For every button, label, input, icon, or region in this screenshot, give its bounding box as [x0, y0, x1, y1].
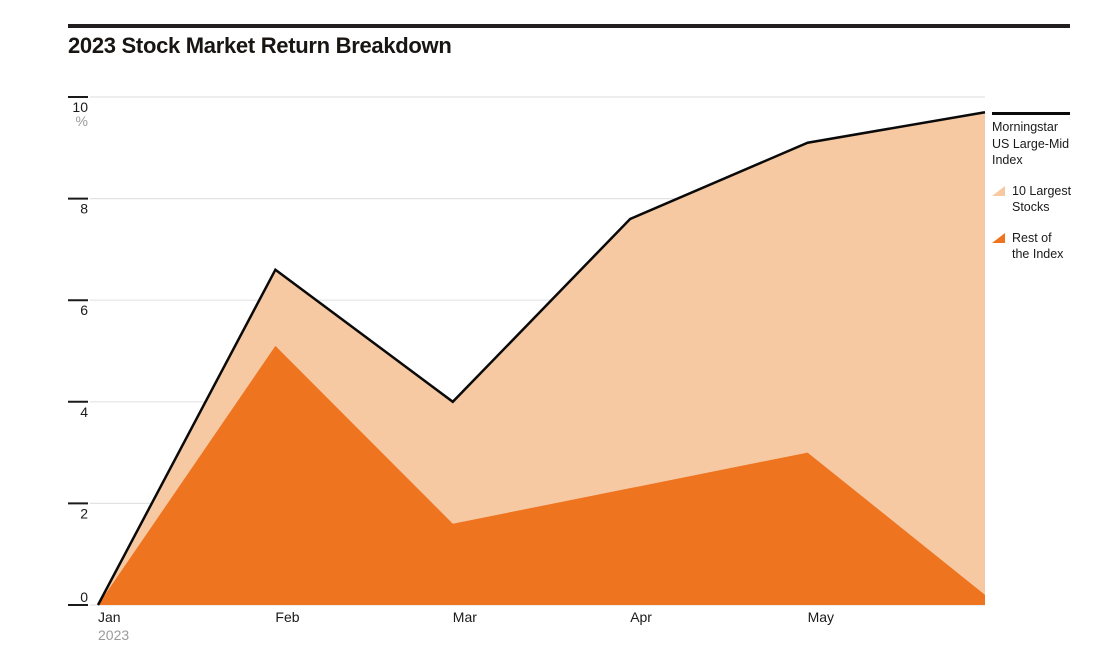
y-tick-label: 0: [80, 589, 88, 605]
legend-label-line: the Index: [1012, 247, 1064, 261]
legend-label-line: Stocks: [1012, 200, 1050, 214]
y-tick-label: 6: [80, 302, 88, 318]
x-tick-label: Feb: [275, 609, 299, 625]
x-axis-year-label: 2023: [98, 627, 129, 643]
legend-label-line: Rest of: [1012, 230, 1052, 245]
legend-label-line: 10 Largest: [1012, 183, 1072, 198]
legend-item-label: Rest of the Index: [1012, 230, 1063, 263]
x-tick-label: Apr: [630, 609, 652, 625]
area-rest-of-index: [98, 345, 985, 605]
legend-item-label: 10 Largest Stocks: [1012, 183, 1071, 216]
legend-title-line: Morningstar: [992, 120, 1058, 134]
x-tick-label: May: [808, 609, 834, 625]
x-tick-label: Mar: [453, 609, 477, 625]
legend-title-line: US Large-Mid: [992, 136, 1070, 151]
legend-title-line: Index: [992, 153, 1023, 167]
legend: Morningstar US Large-Mid Index 10 Larges…: [992, 112, 1082, 263]
legend-title: Morningstar US Large-Mid Index: [992, 119, 1082, 169]
y-axis-unit-label: %: [76, 113, 88, 129]
y-tick-label: 10: [72, 99, 88, 115]
legend-item-10-largest-stocks: 10 Largest Stocks: [992, 183, 1082, 216]
triangle-icon: [992, 232, 1005, 243]
index-total-line: [96, 111, 986, 606]
triangle-icon: [992, 185, 1005, 196]
page-title: 2023 Stock Market Return Breakdown: [68, 33, 452, 58]
index-line-legend-marker: [992, 112, 1070, 115]
x-tick-label: Jan: [98, 609, 121, 625]
title-rule: [68, 24, 1070, 28]
legend-item-rest-of-index: Rest of the Index: [992, 230, 1082, 263]
y-tick-label: 2: [80, 505, 88, 521]
y-tick-label: 8: [80, 201, 88, 217]
y-tick-label: 4: [80, 404, 88, 420]
